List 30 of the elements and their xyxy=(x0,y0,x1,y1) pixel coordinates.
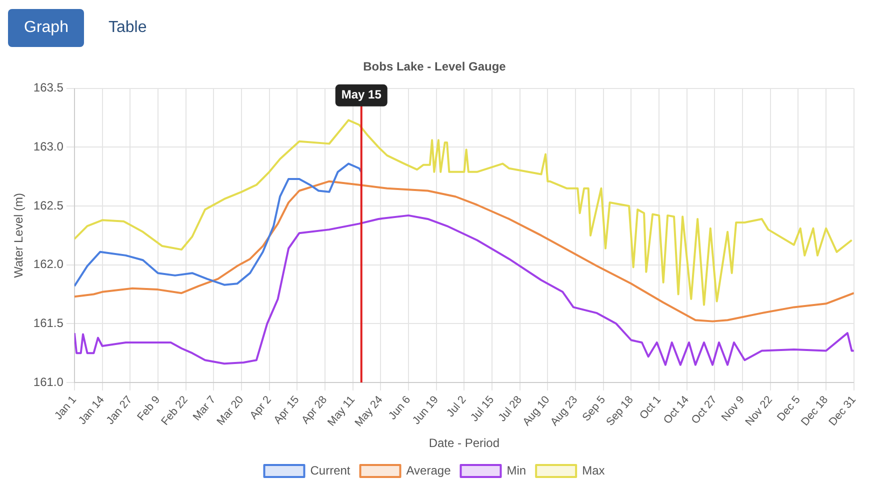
x-tick-label: Apr 2 xyxy=(248,394,274,422)
legend-label: Min xyxy=(506,463,526,478)
x-tick-label: Apr 15 xyxy=(272,394,302,426)
x-tick-label: Oct 27 xyxy=(689,394,720,426)
x-tick-label: Jul 15 xyxy=(468,394,497,424)
y-tick-label: 162.0 xyxy=(33,257,64,272)
y-tick-label: 161.5 xyxy=(33,316,64,330)
legend-label: Current xyxy=(310,463,351,478)
x-tick-label: Jun 6 xyxy=(386,394,414,422)
ref-line-label: May 15 xyxy=(341,88,382,102)
x-tick-label: Mar 20 xyxy=(214,394,246,428)
legend-label: Average xyxy=(406,463,452,478)
x-tick-label: Jun 19 xyxy=(410,394,441,427)
x-tick-label: Feb 22 xyxy=(159,394,190,428)
x-tick-label: Oct 14 xyxy=(661,394,692,426)
x-tick-label: Oct 1 xyxy=(638,394,664,422)
x-tick-label: Jul 2 xyxy=(444,394,469,420)
y-axis-title: Water Level (m) xyxy=(12,192,26,278)
x-tick-label: Jan 27 xyxy=(104,394,135,427)
x-axis-title: Date - Period xyxy=(428,436,500,450)
y-tick-label: 163.5 xyxy=(33,80,64,95)
y-tick-label: 163.0 xyxy=(33,140,64,154)
y-tick-label: 162.5 xyxy=(33,198,64,212)
text: Table xyxy=(107,18,148,38)
x-tick-label: Dec 31 xyxy=(826,394,859,428)
y-tick-label: 161.0 xyxy=(33,374,64,389)
chart-title: Bobs Lake - Level Gauge xyxy=(363,60,506,74)
legend-label: Max xyxy=(582,463,605,478)
text: Graph xyxy=(8,9,84,47)
x-tick-label: Nov 22 xyxy=(743,394,775,428)
